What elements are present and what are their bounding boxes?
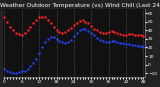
Title: Milwaukee Weather Outdoor Temperature (vs) Wind Chill (Last 24 Hours): Milwaukee Weather Outdoor Temperature (v… xyxy=(0,3,160,8)
